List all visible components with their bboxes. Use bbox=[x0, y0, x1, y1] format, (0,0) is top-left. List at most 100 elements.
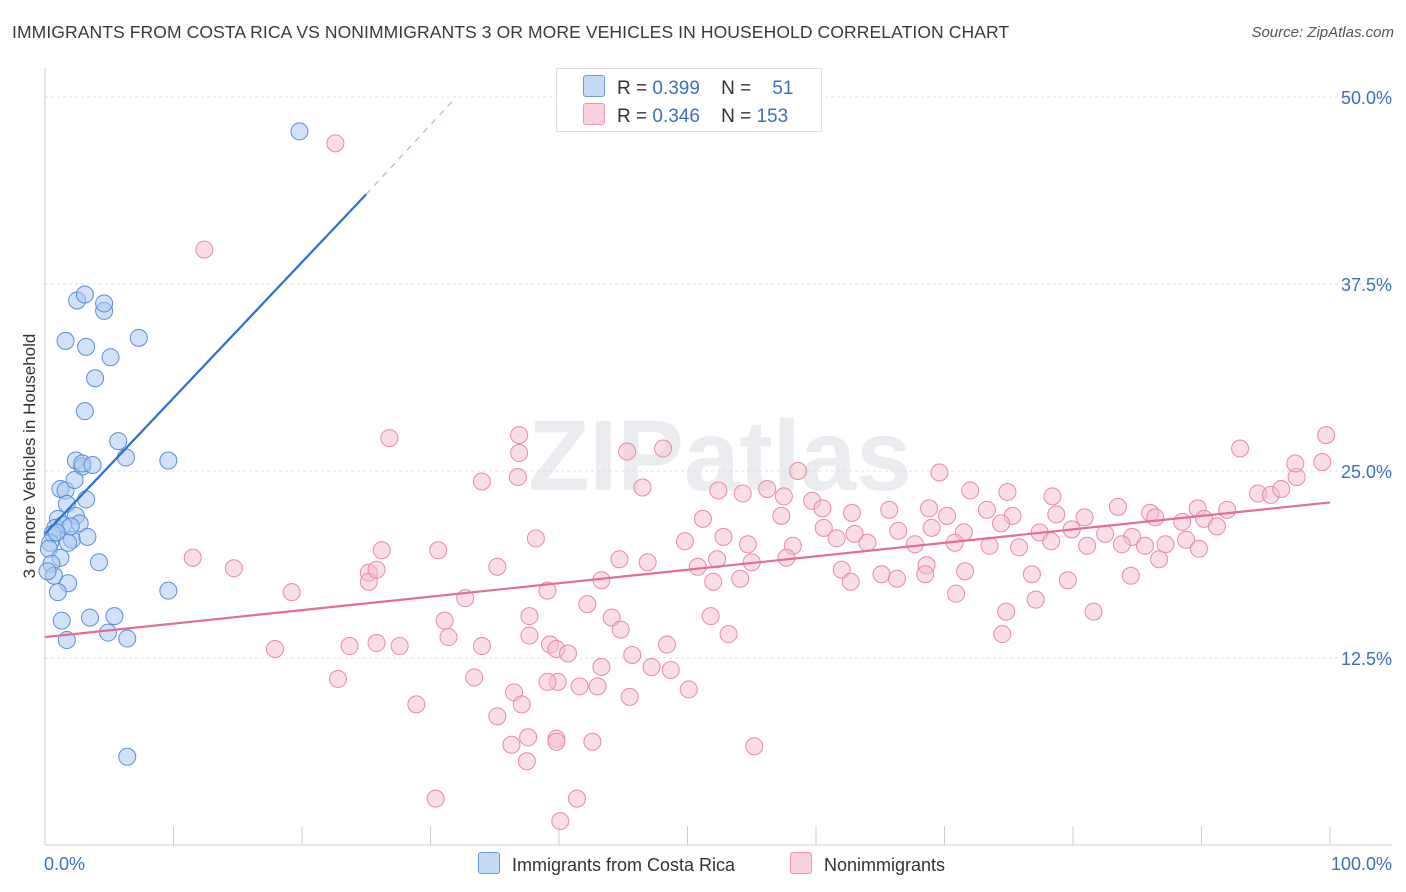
nonimmigrant-point bbox=[731, 569, 750, 588]
costa-rica-point bbox=[38, 562, 57, 581]
nonimmigrant-point bbox=[326, 134, 345, 153]
costa-rica-point bbox=[47, 523, 66, 542]
y-tick-label: 25.0% bbox=[1341, 462, 1392, 482]
nonimmigrant-point bbox=[1272, 479, 1291, 498]
nonimmigrant-point bbox=[738, 535, 757, 554]
nonimmigrant-point bbox=[1096, 524, 1115, 543]
nonimmigrant-point bbox=[1058, 571, 1077, 590]
bottom-legend-label: Nonimmigrants bbox=[824, 855, 946, 875]
nonimmigrant-point bbox=[1075, 508, 1094, 527]
y-tick-label: 50.0% bbox=[1341, 88, 1392, 108]
nonimmigrant-point bbox=[1177, 530, 1196, 549]
nonimmigrant-point bbox=[832, 560, 851, 579]
bottom-legend-swatch-pink bbox=[790, 852, 812, 874]
nonimmigrant-point bbox=[1026, 590, 1045, 609]
nonimmigrant-point bbox=[961, 481, 980, 500]
costa-rica-point bbox=[52, 611, 71, 630]
costa-rica-point bbox=[78, 527, 97, 546]
nonimmigrant-point bbox=[567, 789, 586, 808]
nonimmigrant-point bbox=[992, 514, 1011, 533]
y-tick-label: 12.5% bbox=[1341, 649, 1392, 669]
x-tick-label: 100.0% bbox=[1331, 854, 1392, 874]
bottom-legend-swatch-blue bbox=[478, 852, 500, 874]
nonimmigrant-point bbox=[510, 444, 529, 463]
nonimmigrant-point bbox=[380, 429, 399, 448]
legend-n-label: N = bbox=[721, 78, 752, 99]
nonimmigrants-points bbox=[183, 134, 1336, 831]
nonimmigrant-point bbox=[1313, 453, 1332, 472]
trend-lines bbox=[44, 96, 1331, 639]
costa-rica-point bbox=[116, 448, 135, 467]
nonimmigrant-point bbox=[1022, 565, 1041, 584]
nonimmigrant-point bbox=[675, 532, 694, 551]
nonimmigrant-point bbox=[510, 426, 529, 445]
nonimmigrant-point bbox=[583, 732, 602, 751]
nonimmigrant-point bbox=[547, 732, 566, 751]
nonimmigrant-point bbox=[993, 625, 1012, 644]
legend-row-costa-rica: R = 0.399 N = 51 bbox=[583, 75, 793, 101]
nonimmigrant-point bbox=[1042, 532, 1061, 551]
nonimmigrant-point bbox=[426, 789, 445, 808]
costa-rica-point bbox=[83, 456, 102, 475]
nonimmigrant-point bbox=[642, 657, 661, 676]
tick-labels: 12.5% 25.0% 37.5% 50.0% 0.0% 100.0% bbox=[44, 88, 1392, 874]
nonimmigrant-point bbox=[980, 536, 999, 555]
nonimmigrant-point bbox=[1043, 487, 1062, 506]
nonimmigrant-point bbox=[709, 481, 728, 500]
nonimmigrant-point bbox=[1317, 426, 1336, 445]
nonimmigrant-point bbox=[1078, 536, 1097, 555]
nonimmigrant-point bbox=[827, 529, 846, 548]
costa-rica-point bbox=[48, 583, 67, 602]
nonimmigrant-point bbox=[858, 533, 877, 552]
costa-rica-point bbox=[98, 623, 117, 642]
nonimmigrant-point bbox=[570, 677, 589, 696]
nonimmigrant-point bbox=[1010, 538, 1029, 557]
nonimmigrant-point bbox=[842, 503, 861, 522]
nonimmigrant-point bbox=[328, 669, 347, 688]
nonimmigrant-point bbox=[1112, 535, 1131, 554]
nonimmigrant-point bbox=[920, 499, 939, 518]
nonimmigrant-point bbox=[745, 737, 764, 756]
nonimmigrant-point bbox=[1286, 454, 1305, 473]
nonimmigrant-point bbox=[526, 529, 545, 548]
nonimmigrant-point bbox=[922, 518, 941, 537]
nonimmigrant-point bbox=[429, 541, 448, 560]
nonimmigrant-point bbox=[224, 559, 243, 578]
costa-rica-point bbox=[290, 122, 309, 141]
nonimmigrant-point bbox=[938, 506, 957, 525]
nonimmigrant-point bbox=[340, 637, 359, 656]
nonimmigrant-point bbox=[520, 607, 539, 626]
legend-r-value: 0.346 bbox=[652, 106, 700, 127]
nonimmigrant-point bbox=[638, 553, 657, 572]
nonimmigrant-point bbox=[602, 608, 621, 627]
nonimmigrant-point bbox=[372, 541, 391, 560]
nonimmigrant-point bbox=[947, 584, 966, 603]
nonimmigrant-point bbox=[502, 735, 521, 754]
nonimmigrant-point bbox=[588, 677, 607, 696]
chart-title: IMMIGRANTS FROM COSTA RICA VS NONIMMIGRA… bbox=[12, 22, 1010, 42]
costa-rica-point bbox=[101, 348, 120, 367]
nonimmigrant-point bbox=[439, 628, 458, 647]
nonimmigrant-point bbox=[195, 240, 214, 259]
nonimmigrant-point bbox=[930, 463, 949, 482]
nonimmigrant-point bbox=[1108, 497, 1127, 516]
costa-rica-point bbox=[56, 331, 75, 350]
nonimmigrant-point bbox=[488, 707, 507, 726]
nonimmigrant-point bbox=[517, 752, 536, 771]
costa-rica-point bbox=[118, 747, 137, 766]
nonimmigrant-point bbox=[688, 557, 707, 576]
nonimmigrant-point bbox=[266, 640, 285, 659]
nonimmigrant-point bbox=[519, 728, 538, 747]
nonimmigrant-point bbox=[998, 482, 1017, 501]
costa-rica-point bbox=[86, 369, 105, 388]
nonimmigrant-point bbox=[623, 646, 642, 665]
bottom-legend-costa-rica: Immigrants from Costa Rica bbox=[478, 852, 735, 876]
nonimmigrant-point bbox=[472, 637, 491, 656]
nonimmigrant-point bbox=[1173, 512, 1192, 531]
nonimmigrant-point bbox=[997, 602, 1016, 621]
costa-rica-point bbox=[109, 432, 128, 451]
nonimmigrant-point bbox=[693, 509, 712, 528]
costa-rica-point bbox=[159, 581, 178, 600]
nonimmigrant-point bbox=[733, 484, 752, 503]
nonimmigrant-point bbox=[772, 506, 791, 525]
